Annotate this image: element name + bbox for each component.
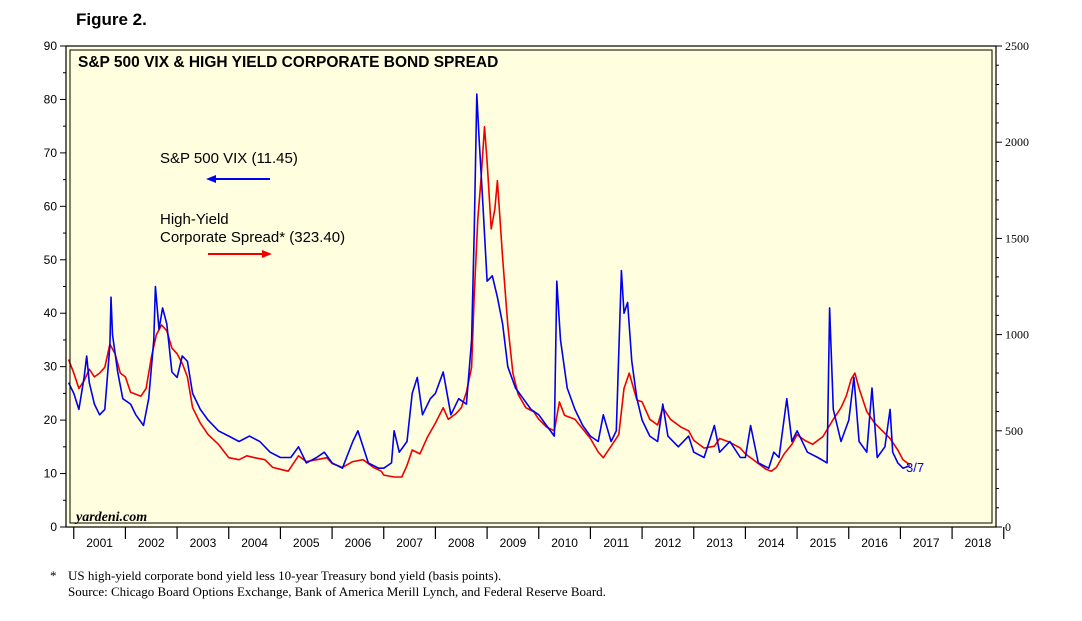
x-tick-label-2002: 2002 [138, 536, 165, 550]
title-frame [69, 49, 993, 524]
left-tick-label-20: 20 [44, 413, 58, 427]
x-tick-label-2018: 2018 [965, 536, 992, 550]
footnote-definition: US high-yield corporate bond yield less … [68, 568, 502, 583]
left-tick-label-60: 60 [44, 199, 58, 213]
right-tick-label-2000: 2000 [1005, 135, 1029, 149]
right-tick-label-1500: 1500 [1005, 231, 1029, 245]
left-tick-label-40: 40 [44, 306, 58, 320]
right-axis: 0 500 1000 1500 2000 2500 [996, 39, 1029, 534]
x-tick-label-2011: 2011 [603, 536, 629, 550]
footnote: * US high-yield corporate bond yield less… [50, 568, 606, 600]
x-tick-label-2016: 2016 [861, 536, 888, 550]
right-tick-label-500: 500 [1005, 424, 1023, 438]
vix-series-line [67, 93, 910, 469]
x-axis: 2001 2002 2003 2004 2005 2006 2007 2008 2009 2010… [73, 527, 1005, 550]
x-tick-label-2015: 2015 [810, 536, 837, 550]
legend-vix-label: S&P 500 VIX (11.45) [160, 150, 298, 167]
chart-title: S&P 500 VIX & HIGH YIELD CORPORATE BOND … [78, 54, 498, 71]
footnote-source: Source: Chicago Board Options Exchange, … [68, 584, 606, 599]
left-tick-label-0: 0 [50, 520, 57, 534]
x-tick-label-2005: 2005 [293, 536, 320, 550]
legend-spread-label-1: High-Yield [160, 211, 229, 228]
legend-spread-label-2: Corporate Spread* (323.40) [160, 229, 345, 246]
chart: 0 10 20 30 40 50 60 70 80 90 0 500 1000 1500 2000 2500… [44, 39, 1029, 550]
x-tick-label-2007: 2007 [396, 536, 423, 550]
watermark: yardeni.com [74, 510, 147, 525]
x-tick-label-2013: 2013 [706, 536, 733, 550]
left-tick-label-10: 10 [44, 467, 58, 481]
left-tick-label-50: 50 [44, 253, 58, 267]
x-tick-label-2017: 2017 [913, 536, 940, 550]
series-layer [67, 93, 911, 478]
legend-vix-arrowhead [206, 175, 216, 183]
x-tick-label-2006: 2006 [345, 536, 372, 550]
x-tick-label-2009: 2009 [500, 536, 527, 550]
left-tick-label-30: 30 [44, 360, 58, 374]
end-label: 3/7 [906, 460, 924, 475]
x-tick-label-2004: 2004 [241, 536, 268, 550]
right-tick-label-1000: 1000 [1005, 328, 1029, 342]
x-tick-label-2003: 2003 [190, 536, 217, 550]
figure-label: Figure 2. [76, 10, 147, 29]
plot-background [65, 45, 997, 528]
x-tick-label-2014: 2014 [758, 536, 785, 550]
footnote-marker: * [50, 568, 57, 583]
right-tick-label-2500: 2500 [1005, 39, 1029, 53]
left-tick-label-70: 70 [44, 146, 58, 160]
spread-series-line [67, 126, 911, 478]
left-tick-label-90: 90 [44, 39, 58, 53]
x-tick-label-2012: 2012 [655, 536, 682, 550]
x-tick-label-2001: 2001 [86, 536, 113, 550]
left-tick-label-80: 80 [44, 92, 58, 106]
legend-spread-arrowhead [262, 250, 272, 258]
x-tick-label-2008: 2008 [448, 536, 475, 550]
right-tick-label-0: 0 [1005, 520, 1011, 534]
left-axis: 0 10 20 30 40 50 60 70 80 90 [44, 39, 66, 534]
x-tick-label-2010: 2010 [551, 536, 578, 550]
